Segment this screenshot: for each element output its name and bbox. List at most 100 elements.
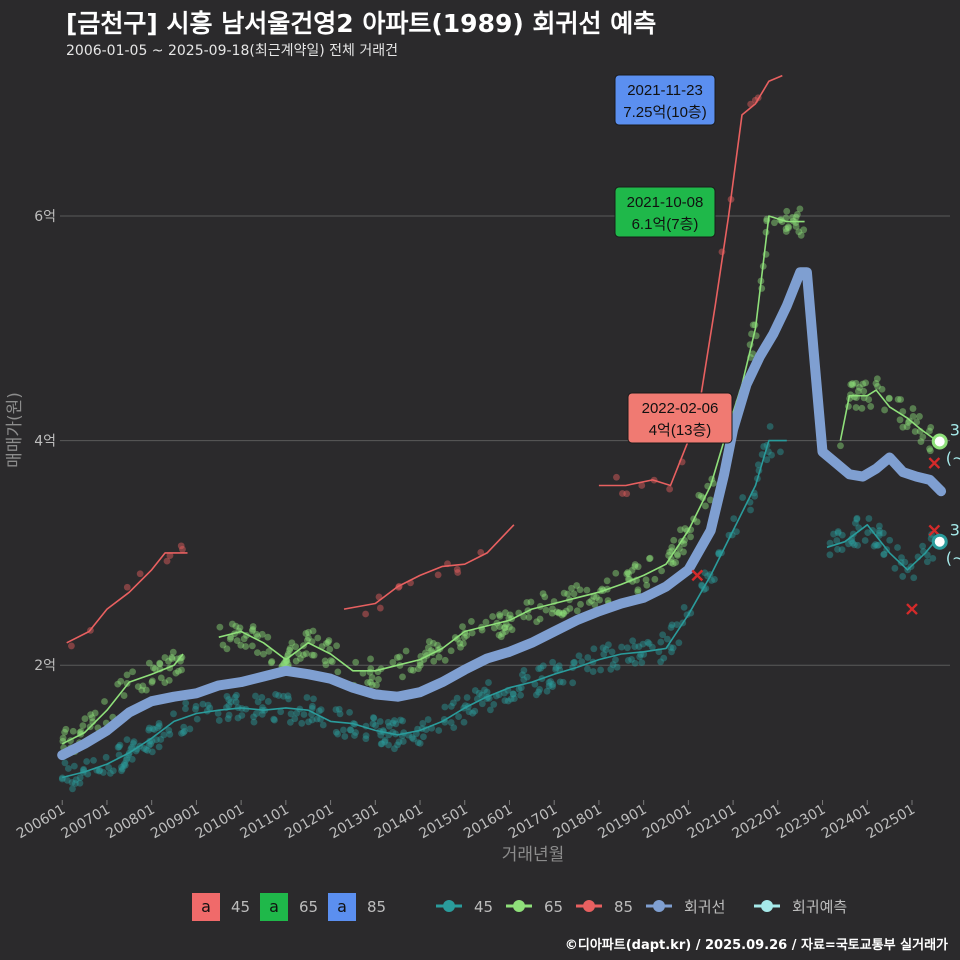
scatter-point — [399, 738, 407, 745]
scatter-point — [334, 668, 342, 676]
annotation-value: 6.1억(7층) — [632, 216, 699, 233]
scatter-point — [389, 719, 397, 727]
scatter-point — [571, 658, 578, 666]
scatter-point — [646, 554, 654, 562]
scatter-point — [536, 615, 544, 623]
scatter-point — [578, 658, 586, 666]
scatter-point — [71, 780, 79, 787]
scatter-point — [149, 725, 157, 733]
scatter-point — [219, 641, 227, 649]
scatter-point — [455, 713, 462, 720]
scatter-point — [441, 703, 449, 711]
scatter-point — [525, 613, 533, 621]
scatter-point — [600, 650, 608, 658]
scatter-point — [489, 613, 497, 620]
scatter-point — [697, 492, 705, 500]
scatter-point — [558, 611, 566, 619]
scatter-point — [496, 611, 503, 619]
scatter-point — [463, 632, 471, 639]
scatter-point — [180, 723, 188, 731]
scatter-point — [332, 706, 340, 713]
scatter-point — [896, 416, 904, 424]
scatter-point — [249, 625, 257, 633]
scatter-point — [555, 662, 563, 670]
scatter-point — [849, 380, 856, 387]
scatter-point — [441, 656, 449, 664]
scatter-point — [254, 649, 261, 657]
scatter-point — [69, 785, 76, 793]
scatter-point — [919, 433, 927, 441]
scatter-point — [834, 529, 842, 537]
scatter-point — [232, 622, 240, 630]
scatter-point — [305, 718, 312, 726]
scatter-point — [612, 656, 619, 664]
legend-label: 85 — [367, 898, 386, 916]
scatter-point — [864, 529, 872, 536]
scatter-point — [545, 679, 553, 686]
scatter-point — [852, 379, 860, 387]
annotation-box — [614, 186, 716, 238]
scatter-point — [861, 537, 869, 544]
scatter-point — [477, 548, 485, 556]
scatter-point — [555, 609, 563, 617]
scatter-point — [853, 515, 861, 523]
scatter-point — [552, 666, 559, 673]
scatter-point — [384, 718, 392, 726]
legend-dot — [761, 900, 773, 912]
scatter-point — [471, 707, 479, 715]
forecast-point — [931, 433, 948, 450]
scatter-point — [886, 536, 894, 544]
annotation-value: 7.25억(10층) — [623, 104, 706, 121]
scatter-point — [672, 559, 680, 566]
scatter-point — [292, 643, 299, 651]
scatter-point — [79, 722, 87, 729]
scatter-point — [87, 711, 95, 719]
scatter-point — [623, 570, 631, 578]
scatter-point — [303, 694, 311, 701]
scatter-point — [923, 558, 931, 566]
scatter-point — [624, 569, 632, 576]
x-tick-label: 201601 — [461, 802, 515, 843]
scatter-point — [121, 760, 129, 768]
scatter-point — [434, 641, 441, 649]
scatter-point — [366, 668, 374, 676]
scatter-point — [310, 651, 318, 659]
scatter-point — [309, 627, 317, 635]
forecast-label: 39,920 — [950, 421, 960, 440]
scatter-point — [850, 541, 858, 549]
scatter-point — [858, 404, 866, 412]
scatter-point — [165, 676, 173, 684]
scatter-point — [157, 674, 165, 682]
scatter-point — [68, 642, 75, 650]
scatter-point — [106, 769, 114, 777]
legend-dot — [443, 900, 455, 912]
scatter-point — [535, 665, 543, 673]
scatter-point — [510, 695, 518, 702]
scatter-point — [660, 654, 668, 662]
scatter-point — [326, 645, 334, 653]
scatter-point — [129, 740, 137, 747]
scatter-point — [826, 551, 834, 559]
scatter-point — [118, 763, 125, 771]
scatter-point — [859, 380, 867, 388]
x-tick-label: 201501 — [416, 802, 470, 843]
scatter-point — [747, 506, 754, 514]
scatter-point — [430, 657, 438, 665]
scatter-point — [460, 718, 468, 726]
scatter-point — [130, 738, 138, 746]
scatter-point — [233, 637, 241, 645]
scatter-point — [698, 581, 705, 589]
scatter-point — [603, 577, 611, 585]
scatter-point — [838, 546, 846, 554]
scatter-point — [99, 769, 107, 776]
scatter-point — [414, 665, 422, 673]
scatter-point — [254, 698, 262, 706]
scatter-point — [570, 590, 578, 598]
scatter-point — [693, 518, 701, 526]
scatter-point — [156, 659, 164, 667]
scatter-point — [367, 655, 374, 663]
scatter-point — [485, 679, 492, 686]
scatter-point — [393, 654, 401, 661]
scatter-point — [145, 742, 153, 749]
scatter-point — [875, 541, 882, 549]
